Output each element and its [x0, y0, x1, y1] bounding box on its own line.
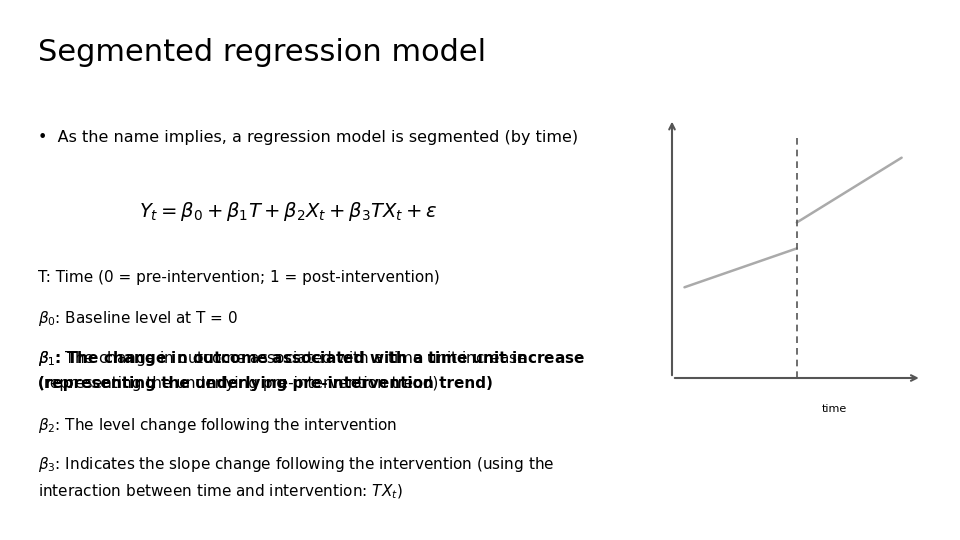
Text: $\beta_1$: The change in outcome associated with a time unit increase: $\beta_1$: The change in outcome associa…: [38, 349, 527, 368]
Text: $\beta_2$: The level change following the intervention: $\beta_2$: The level change following th…: [38, 416, 397, 435]
Text: Segmented regression model: Segmented regression model: [38, 38, 487, 67]
Text: $\beta_0$: Baseline level at T = 0: $\beta_0$: Baseline level at T = 0: [38, 309, 239, 328]
Text: (representing the underlying pre-intervention trend): (representing the underlying pre-interve…: [38, 376, 439, 392]
Text: •  As the name implies, a regression model is segmented (by time): • As the name implies, a regression mode…: [38, 130, 579, 145]
Text: interaction between time and intervention: $TX_t$): interaction between time and interventio…: [38, 483, 403, 501]
Text: $Y_t = \beta_0 + \beta_1 T + \beta_2 X_t + \beta_3 T X_t + \varepsilon$: $Y_t = \beta_0 + \beta_1 T + \beta_2 X_t…: [139, 200, 437, 223]
Text: T: Time (0 = pre-intervention; 1 = post-intervention): T: Time (0 = pre-intervention; 1 = post-…: [38, 270, 440, 285]
Text: $\beta_3$: Indicates the slope change following the intervention (using the: $\beta_3$: Indicates the slope change fo…: [38, 455, 555, 474]
Text: $\beta_1$: The change in outcome associated with a time unit increase: $\beta_1$: The change in outcome associa…: [38, 349, 586, 368]
Text: (representing the underlying pre-intervention trend): (representing the underlying pre-interve…: [38, 376, 493, 392]
Text: time: time: [822, 404, 847, 414]
